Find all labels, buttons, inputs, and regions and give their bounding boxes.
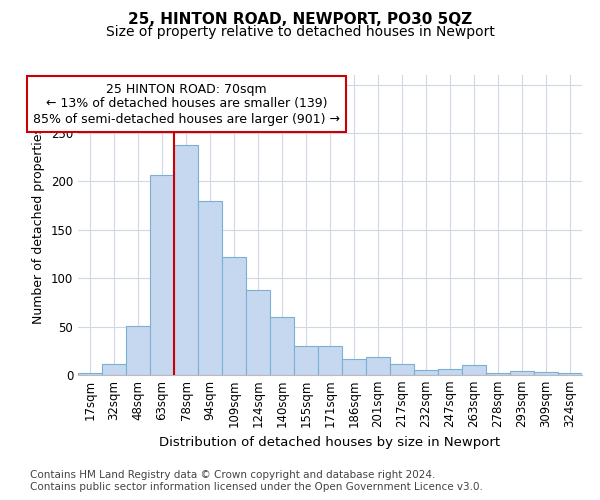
Bar <box>558 373 582 375</box>
Bar <box>294 346 318 375</box>
Bar <box>246 290 270 375</box>
Bar <box>78 373 102 375</box>
Bar <box>174 144 198 375</box>
X-axis label: Distribution of detached houses by size in Newport: Distribution of detached houses by size … <box>160 436 500 449</box>
Text: Contains HM Land Registry data © Crown copyright and database right 2024.
Contai: Contains HM Land Registry data © Crown c… <box>30 470 483 492</box>
Bar <box>342 358 366 375</box>
Bar <box>462 366 486 375</box>
Bar <box>534 372 558 375</box>
Bar <box>270 317 294 375</box>
Text: 25 HINTON ROAD: 70sqm
← 13% of detached houses are smaller (139)
85% of semi-det: 25 HINTON ROAD: 70sqm ← 13% of detached … <box>33 82 340 126</box>
Text: Size of property relative to detached houses in Newport: Size of property relative to detached ho… <box>106 25 494 39</box>
Bar <box>126 326 150 375</box>
Bar <box>318 346 342 375</box>
Bar <box>366 356 390 375</box>
Bar <box>414 370 438 375</box>
Bar <box>438 369 462 375</box>
Bar <box>102 364 126 375</box>
Bar <box>198 201 222 375</box>
Bar <box>510 371 534 375</box>
Bar <box>390 364 414 375</box>
Bar <box>150 174 174 375</box>
Y-axis label: Number of detached properties: Number of detached properties <box>32 126 46 324</box>
Bar <box>222 257 246 375</box>
Bar <box>486 373 510 375</box>
Text: 25, HINTON ROAD, NEWPORT, PO30 5QZ: 25, HINTON ROAD, NEWPORT, PO30 5QZ <box>128 12 472 28</box>
